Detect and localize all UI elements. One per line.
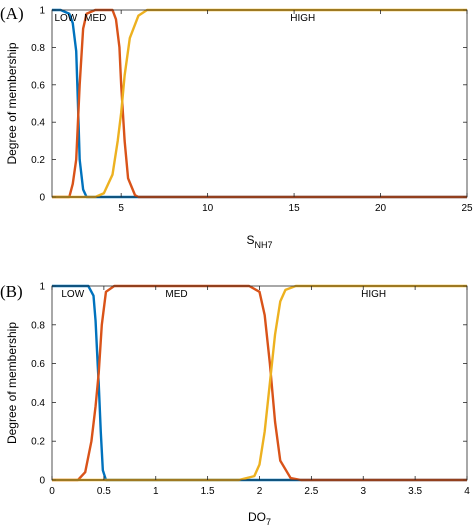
x-axis-title: DO7: [248, 510, 271, 527]
x-tick-label: 3: [360, 486, 366, 497]
x-tick-label: 0.5: [97, 486, 111, 497]
y-tick-label: 0.4: [31, 118, 45, 129]
x-tick-label: 20: [375, 203, 387, 214]
x-tick-label: 10: [202, 203, 214, 214]
x-axis-title: SNH7: [246, 233, 272, 250]
mf-label-low: LOW: [61, 289, 84, 300]
x-axis-title-subscript: 7: [266, 517, 271, 527]
y-tick-label: 0.2: [31, 155, 45, 166]
series-group: [52, 8, 467, 199]
panel-label: (B): [0, 282, 23, 301]
panel-a: (A) 5 10 15 20 25 0 0.2 0.4 0.6 0.8 1 LOW MED HIGH Degr…: [0, 4, 473, 250]
plot-frame: [51, 9, 468, 198]
x-axis-title-main: S: [246, 233, 254, 247]
mf-label-med: MED: [84, 13, 106, 24]
mf-label-high: HIGH: [361, 289, 386, 300]
series-line-high: [52, 8, 467, 199]
y-tick-label: 0.8: [31, 43, 45, 54]
x-tick-label: 25: [461, 203, 473, 214]
y-tick-label: 0.6: [31, 80, 45, 91]
series-group: [52, 284, 467, 482]
x-tick-label: 4: [464, 486, 470, 497]
x-tick-label: 3.5: [408, 486, 422, 497]
panel-b: (B) 0 0.5 1 1.5 2 2.5 3 3.5 4 0 0.2 0.4 0.6 0.8 1 LOW MED…: [0, 282, 470, 528]
panel-label: (A): [0, 4, 24, 23]
y-tick-label: 1: [39, 6, 45, 17]
series-line-med: [52, 284, 467, 482]
y-tick-label: 0.4: [31, 398, 45, 409]
mf-label-med: MED: [165, 289, 187, 300]
x-tick-label: 2.5: [304, 486, 318, 497]
x-tick-label: 15: [289, 203, 301, 214]
x-tick-label: 5: [118, 203, 124, 214]
series-line-low: [52, 284, 467, 482]
y-tick-label: 0.2: [31, 437, 45, 448]
mf-label-high: HIGH: [290, 13, 315, 24]
x-tick-label: 1.5: [201, 486, 215, 497]
y-axis-title: Degree of membership: [5, 42, 19, 164]
series-line-high: [52, 284, 467, 482]
y-tick-label: 0: [39, 476, 45, 487]
x-axis-title-subscript: NH7: [255, 240, 273, 250]
x-tick-label: 0: [49, 486, 55, 497]
y-tick-label: 0.8: [31, 320, 45, 331]
y-tick-label: 1: [39, 282, 45, 293]
x-axis-title-main: DO: [248, 510, 266, 524]
plot-frame: [51, 285, 468, 481]
mf-label-low: LOW: [54, 13, 77, 24]
x-tick-label: 1: [153, 486, 159, 497]
y-tick-label: 0: [39, 193, 45, 204]
x-tick-label: 2: [257, 486, 263, 497]
y-tick-label: 0.6: [31, 359, 45, 370]
y-axis-title: Degree of membership: [5, 322, 19, 444]
